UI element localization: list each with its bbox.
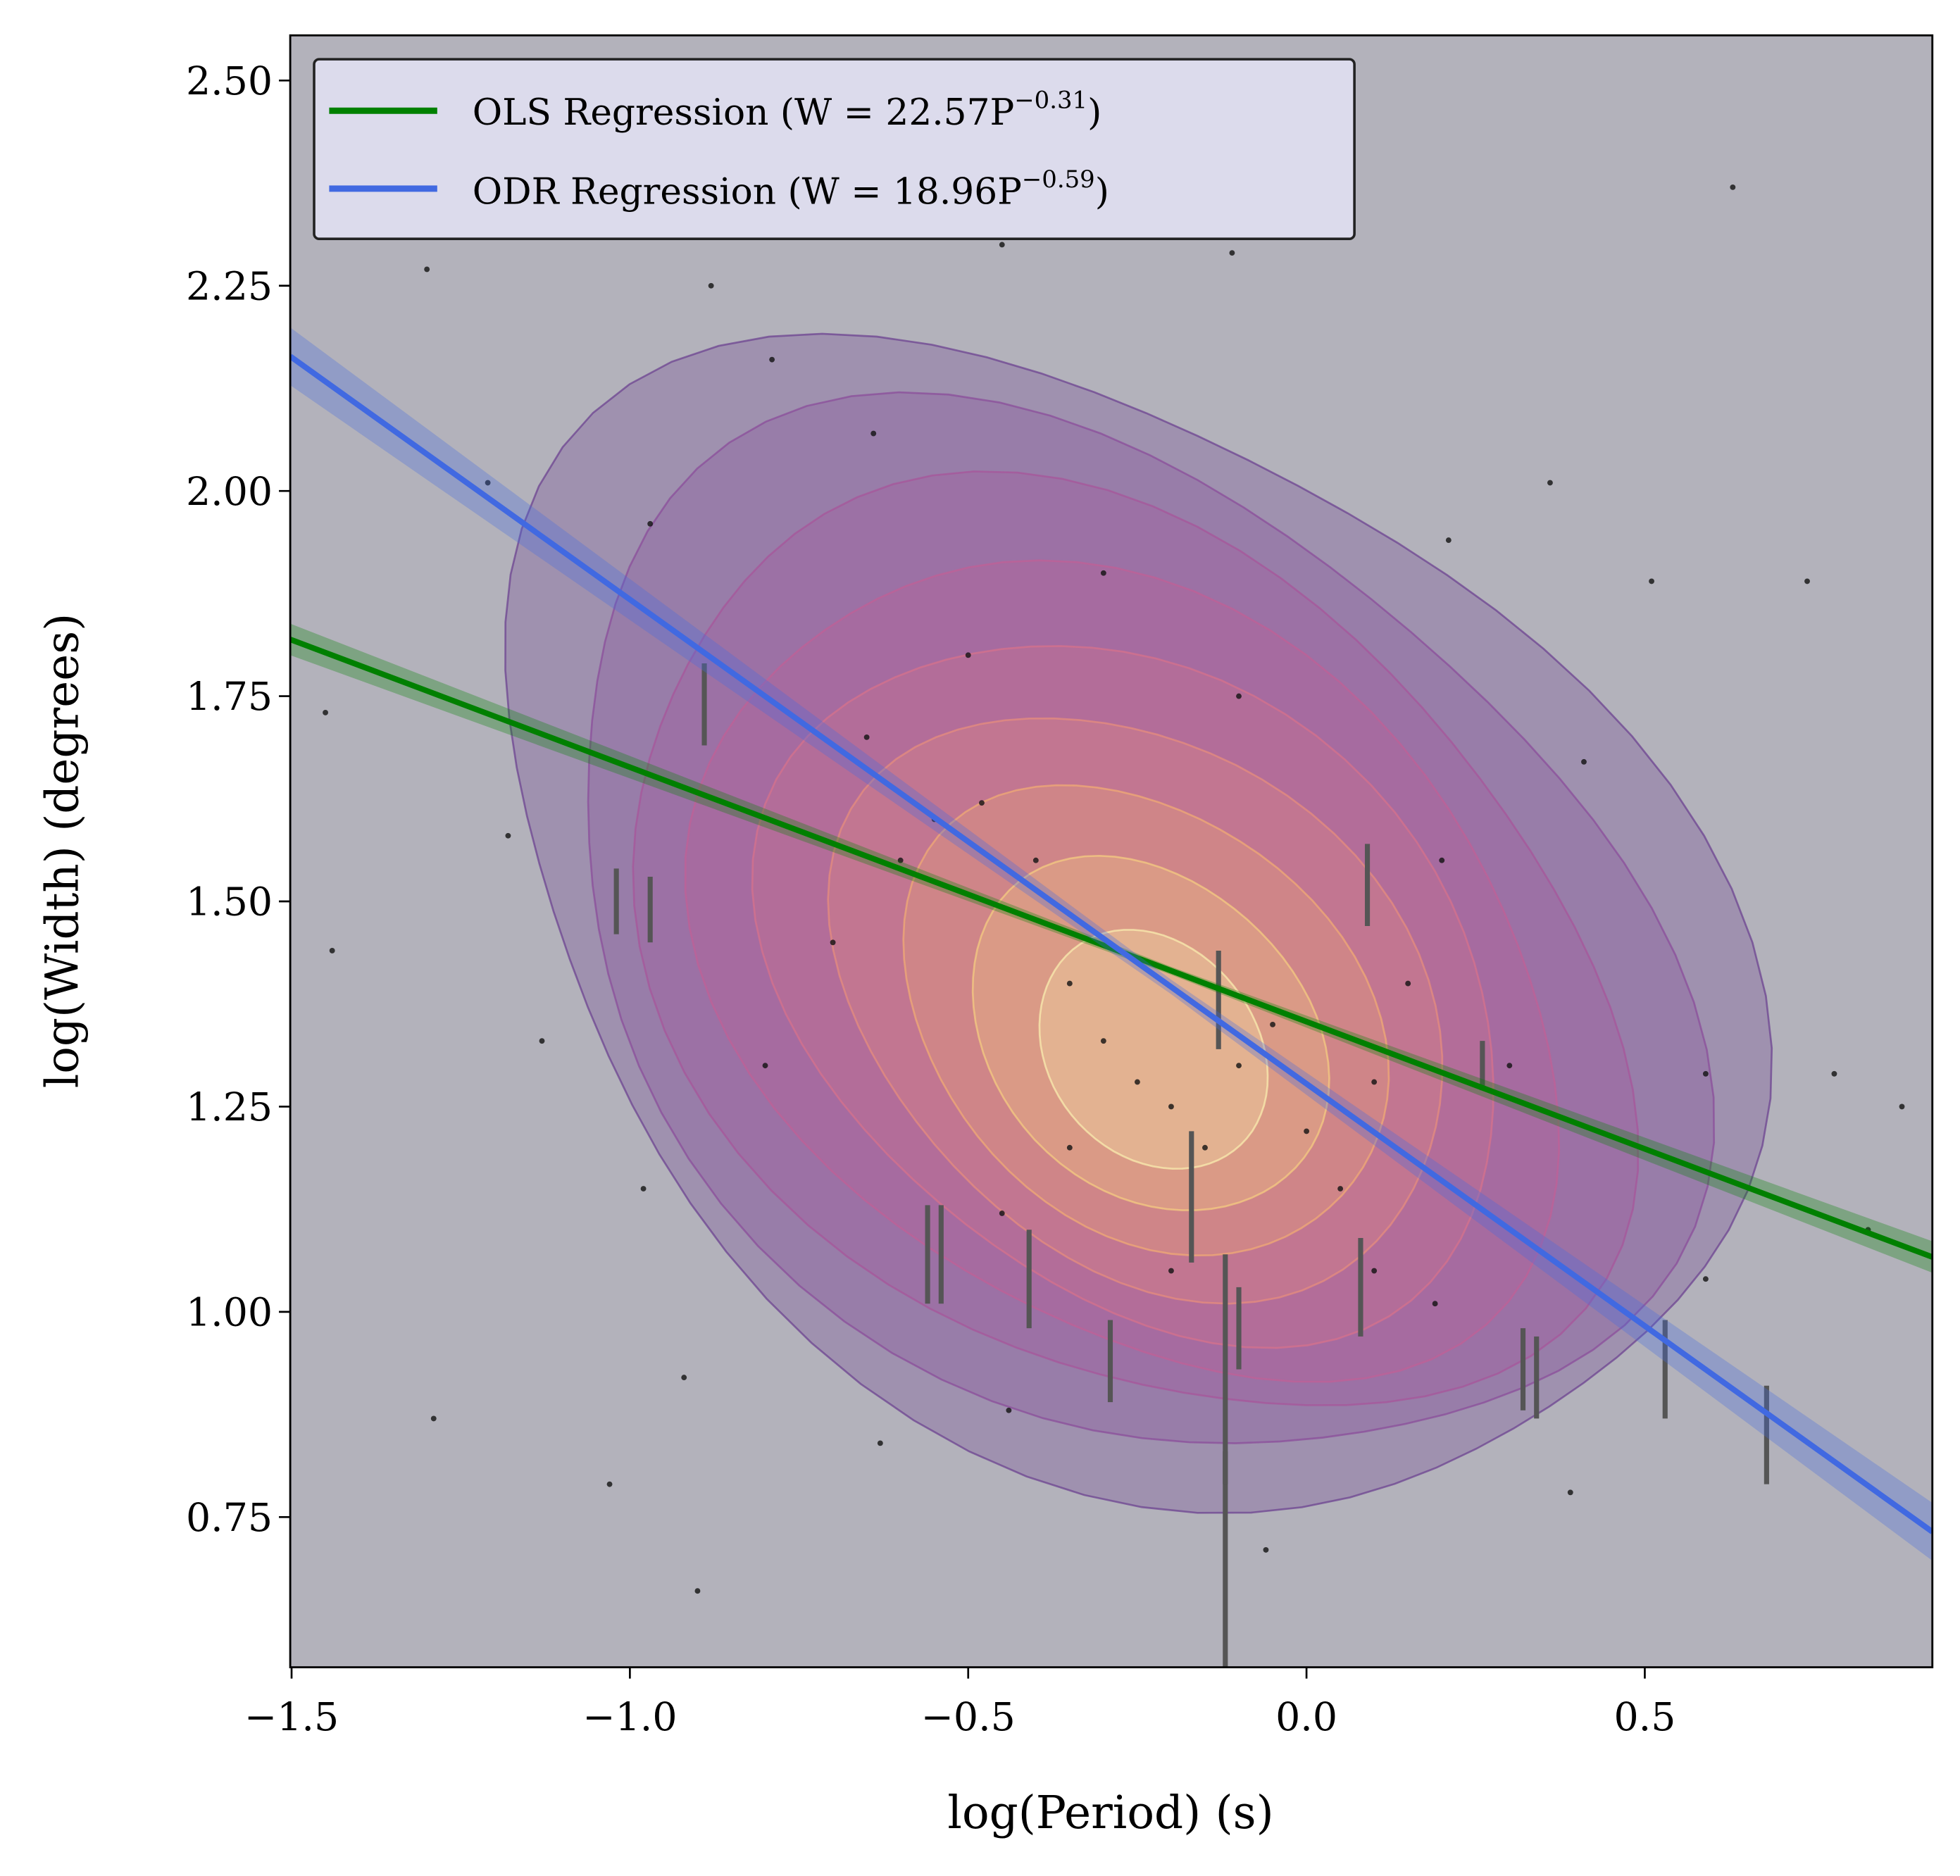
kde-contour-level xyxy=(504,332,1773,1514)
data-point xyxy=(694,1588,701,1594)
data-point xyxy=(1831,1070,1837,1077)
data-point xyxy=(1229,250,1235,256)
data-point xyxy=(999,242,1005,248)
kde-contour-level xyxy=(632,470,1640,1406)
data-point xyxy=(1439,857,1445,863)
data-point xyxy=(1066,1144,1073,1151)
legend-box xyxy=(313,58,1356,241)
data-point xyxy=(830,939,836,946)
data-point xyxy=(769,356,775,363)
kde-contour-level xyxy=(684,559,1561,1383)
y-tick-label: 1.50 xyxy=(186,880,273,925)
data-point xyxy=(863,734,870,740)
y-tick-label: 1.00 xyxy=(186,1290,273,1335)
data-point xyxy=(1168,1268,1174,1274)
data-point xyxy=(1066,980,1073,987)
data-point xyxy=(1432,1301,1438,1307)
data-point xyxy=(1445,537,1452,544)
kde-contour-level xyxy=(1038,929,1269,1170)
data-point xyxy=(1567,1489,1573,1496)
data-point xyxy=(1547,480,1553,486)
y-axis-label: log(Width) (degrees) xyxy=(37,613,89,1089)
data-point xyxy=(1506,1063,1513,1069)
x-tick-label: −0.5 xyxy=(921,1695,1016,1740)
odr-regression-line xyxy=(290,354,1933,1534)
data-point xyxy=(681,1375,687,1381)
data-point xyxy=(539,1038,545,1044)
kde-contour-level xyxy=(971,854,1330,1211)
data-point xyxy=(1371,1079,1378,1085)
plot-frame xyxy=(289,34,1934,1669)
legend-label-odr: ODR Regression (W = 18.96P−0.59) xyxy=(473,165,1109,213)
x-axis-label: log(Period) (s) xyxy=(947,1787,1273,1839)
data-point xyxy=(1405,980,1411,987)
data-point xyxy=(1263,1546,1269,1553)
data-point xyxy=(965,652,971,658)
y-tick-label: 2.00 xyxy=(186,470,273,515)
data-point xyxy=(430,1415,437,1422)
regression-lines xyxy=(290,327,1933,1561)
data-point xyxy=(1236,693,1242,699)
y-tick-label: 1.25 xyxy=(186,1085,273,1130)
data-point xyxy=(1337,1186,1344,1192)
x-tick-label: 0.0 xyxy=(1275,1695,1337,1740)
data-point xyxy=(1649,578,1654,584)
kde-contour-level xyxy=(902,784,1390,1257)
ols-regression-line xyxy=(290,637,1933,1260)
data-point xyxy=(1371,1268,1378,1274)
data-point xyxy=(1730,184,1736,190)
data-point xyxy=(762,1063,768,1069)
data-point xyxy=(647,520,654,527)
data-point xyxy=(1168,1103,1174,1110)
data-point xyxy=(979,800,985,806)
plot-area xyxy=(290,184,1933,1668)
data-point xyxy=(1236,1063,1242,1069)
y-tick-label: 1.75 xyxy=(186,675,273,720)
data-point xyxy=(877,1440,883,1446)
data-point xyxy=(640,1186,647,1192)
kde-contours xyxy=(504,332,1773,1514)
data-point xyxy=(1032,857,1039,863)
data-point xyxy=(870,430,877,437)
y-tick-label: 2.25 xyxy=(186,264,273,309)
data-point xyxy=(1804,578,1810,584)
data-point xyxy=(1702,1070,1709,1077)
data-point xyxy=(1702,1276,1709,1282)
data-point xyxy=(1581,758,1587,765)
kde-contour-level xyxy=(587,391,1716,1444)
data-point xyxy=(1202,1144,1208,1151)
data-point xyxy=(505,832,511,839)
y-tick-label: 0.75 xyxy=(186,1496,273,1541)
x-axis: −1.5 −1.0 −0.5 0.0 0.5 xyxy=(244,1667,1675,1740)
data-point xyxy=(1006,1407,1012,1413)
data-point xyxy=(485,480,491,486)
x-tick-label: −1.5 xyxy=(244,1695,339,1740)
data-point xyxy=(1304,1128,1310,1134)
legend-label-ols: OLS Regression (W = 22.57P−0.31) xyxy=(473,87,1102,134)
legend: OLS Regression (W = 22.57P−0.31) ODR Reg… xyxy=(313,58,1356,241)
kde-contour-level xyxy=(827,717,1444,1305)
data-point xyxy=(1899,1103,1905,1110)
data-point xyxy=(424,266,430,273)
data-point xyxy=(1270,1021,1275,1027)
y-tick-label: 2.50 xyxy=(186,59,273,104)
data-point xyxy=(897,857,904,863)
data-point xyxy=(1100,570,1106,576)
data-point xyxy=(999,1211,1005,1216)
data-point xyxy=(606,1481,613,1487)
x-tick-label: 0.5 xyxy=(1613,1695,1675,1740)
data-point xyxy=(323,709,328,715)
x-tick-label: −1.0 xyxy=(582,1695,677,1740)
data-point xyxy=(1100,1038,1106,1044)
data-point xyxy=(329,948,335,953)
data-point xyxy=(1134,1079,1140,1085)
error-bars xyxy=(613,663,1769,1668)
y-axis: 0.75 1.00 1.25 1.50 1.75 2.00 2.25 2.50 xyxy=(186,59,291,1541)
data-point xyxy=(708,282,714,289)
